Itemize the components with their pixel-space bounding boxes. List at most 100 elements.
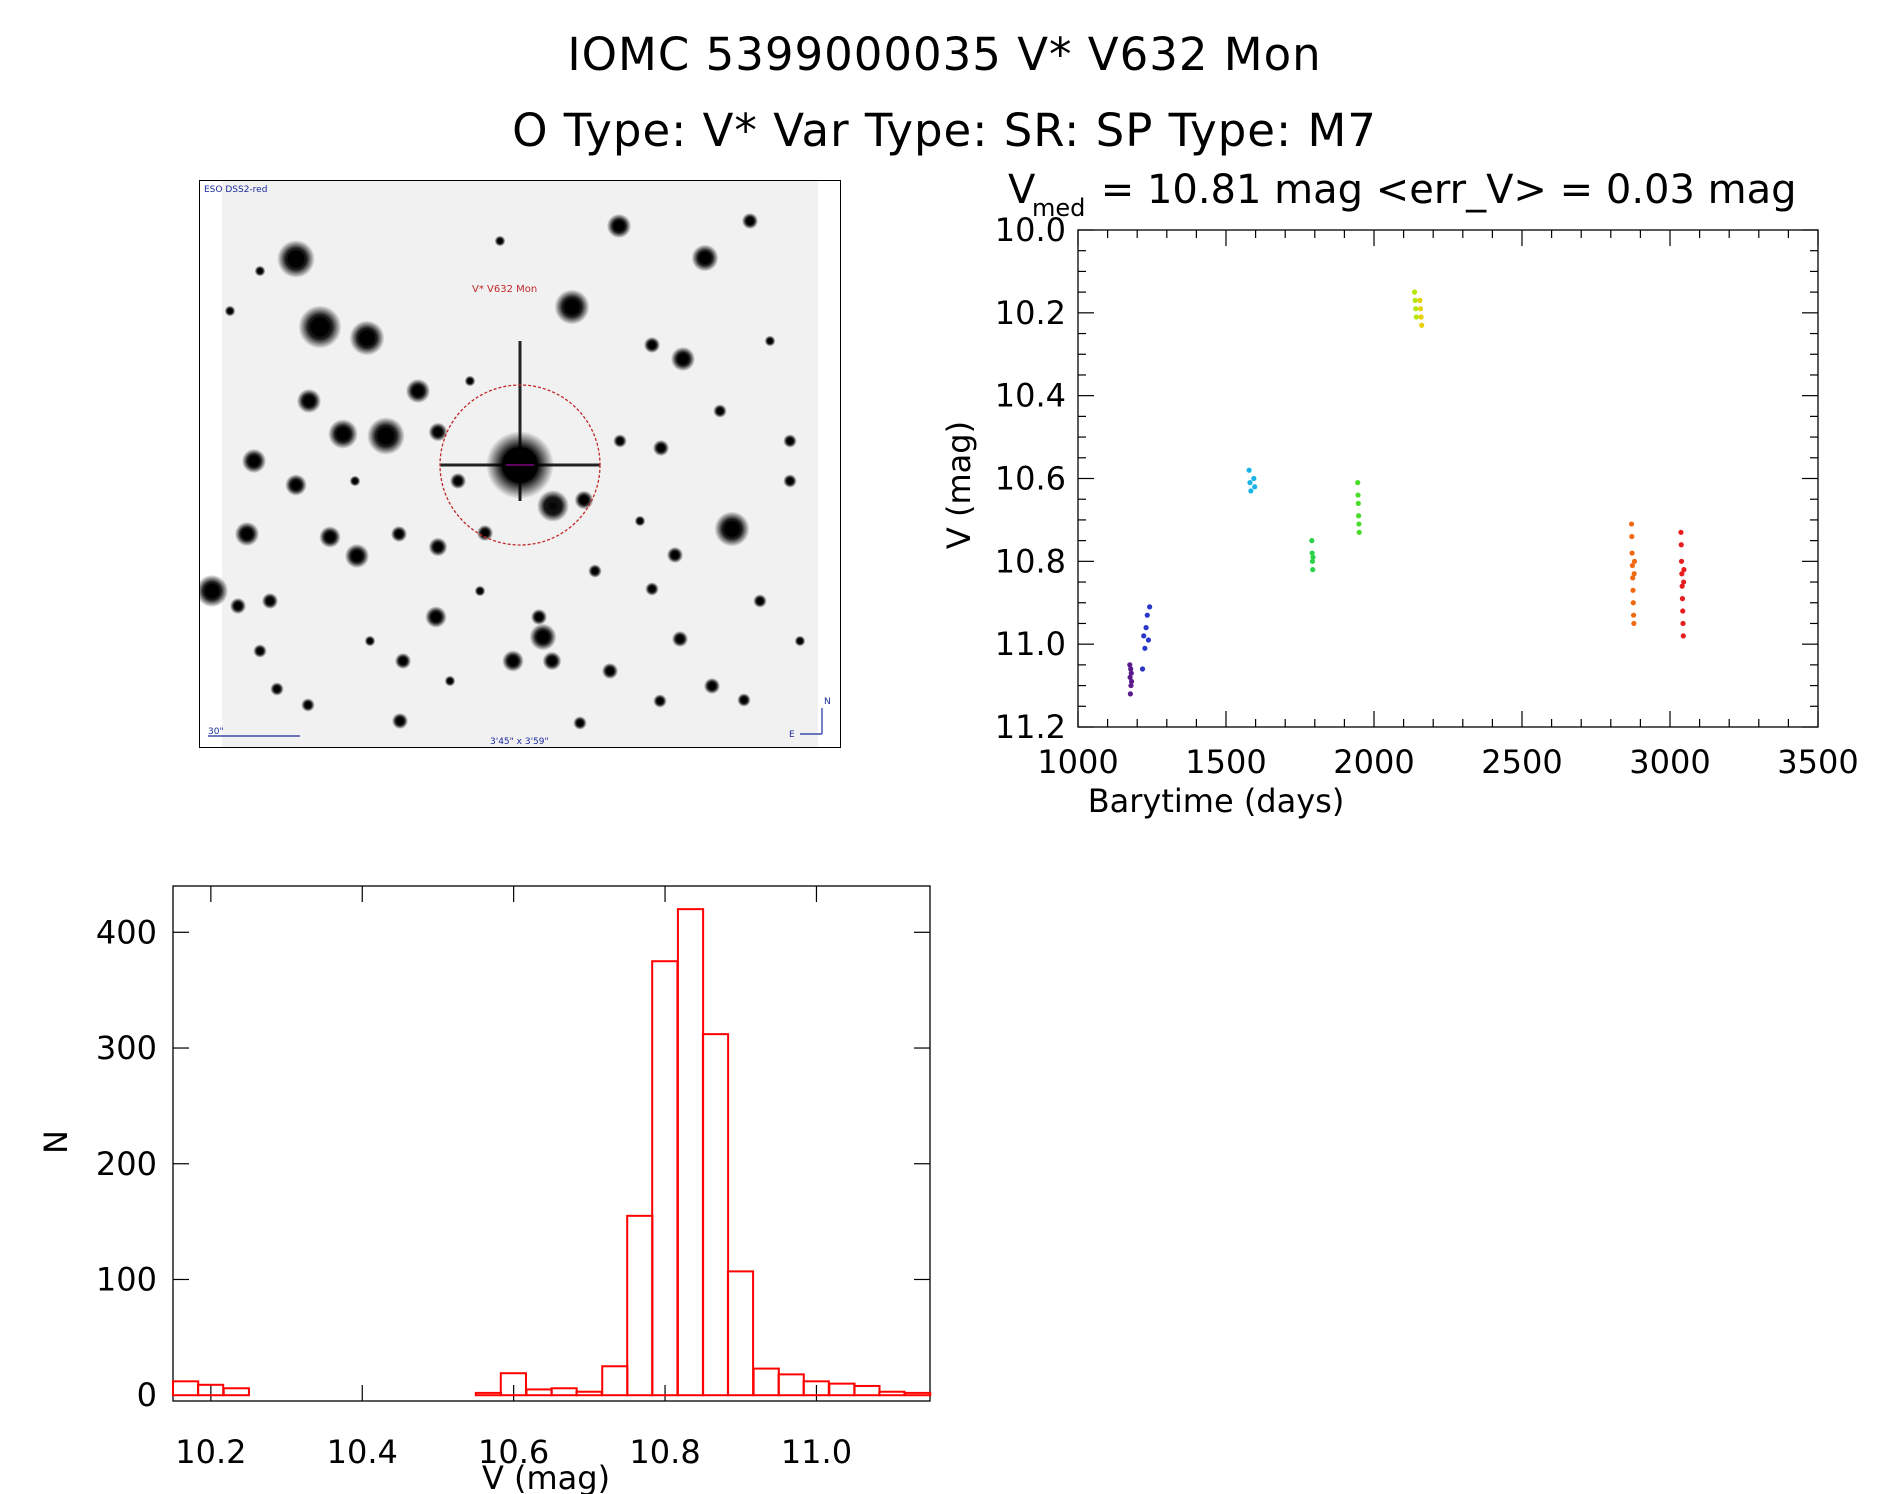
lc-point-season-9 [1680,620,1686,627]
finder-star-core [274,686,280,692]
finder-star-core [325,532,335,542]
lc-xlabel: Barytime (days) [1088,782,1345,820]
lc-ytick-label: 11.2 [995,708,1066,746]
finder-star-core [352,478,358,484]
lc-point-season-4 [1310,567,1316,573]
hist-ylabel: N [37,1130,75,1154]
lc-point-season-3 [1251,475,1257,482]
lc-point-season-4 [1309,538,1315,544]
lc-ytick-label: 10.6 [995,460,1066,498]
lc-point-season-8 [1631,558,1638,564]
lc-point-season-9 [1678,542,1684,548]
lc-point-season-9 [1679,571,1685,577]
finder-chart-image: ESO DSS2-red V* V632 Mon 30" 3'45" x 3'5… [199,180,841,748]
hist-bar [828,1382,856,1397]
lc-point-season-7 [1417,306,1424,312]
lc-point-season-3 [1252,484,1258,490]
lc-point-season-7 [1417,297,1423,304]
hist-ytick-label: 400 [96,913,157,951]
finder-star-core [291,480,301,490]
lc-point-season-5 [1355,500,1361,506]
lc-point-season-2 [1142,645,1148,651]
finder-star-core [395,530,403,538]
hist-bar [878,1390,906,1397]
hist-bar [222,1387,250,1397]
finder-star-core [767,338,773,344]
finder-star-core [547,656,557,666]
lc-point-season-8 [1629,562,1636,569]
lc-xtick-label: 2000 [1333,743,1414,781]
finder-star-core [508,656,518,666]
finder-star-core [433,427,443,437]
hist-bar [853,1384,881,1397]
finder-star-core [535,613,543,621]
finder-star-field [200,212,806,730]
lc-point-season-2 [1143,625,1149,631]
finder-right-margin [818,181,840,747]
lc-point-season-3 [1246,467,1252,473]
lc-ylabel: V (mag) [940,421,978,549]
finder-star-core [481,529,489,537]
hist-bar [525,1388,553,1397]
lc-xtick-label: 3000 [1629,743,1710,781]
lc-point-season-8 [1630,600,1636,606]
lc-point-season-8 [1629,550,1635,556]
lc-point-season-5 [1356,521,1362,527]
lc-point-season-4 [1310,554,1316,560]
lc-point-season-9 [1679,583,1685,589]
finder-star-core [617,438,623,444]
lc-point-season-6 [1413,314,1419,320]
lc-point-season-3 [1248,488,1254,494]
lc-point-season-5 [1355,480,1361,486]
hist-bar [474,1391,503,1397]
chart-title-line-1: IOMC 5399000035 V* V632 Mon [567,28,1322,81]
hist-xtick-label: 10.4 [327,1433,398,1471]
target-label: V* V632 Mon [472,284,537,295]
hist-ytick-label: 300 [96,1029,157,1067]
finder-star-core [787,478,793,484]
lc-point-season-4 [1309,558,1316,564]
finder-star-core [234,602,242,610]
lc-point-season-1 [1128,666,1134,672]
finder-star-core [671,551,679,559]
finder-star-core [257,268,263,274]
lc-xtick-label: 1000 [1037,743,1118,781]
finder-star-core [537,631,549,643]
lc-title-rest: = 10.81 mag <err_V> = 0.03 mag [1088,167,1797,213]
lc-point-season-8 [1628,521,1635,527]
compass-arrows: N E [789,697,831,740]
hist-bar [904,1391,932,1397]
finder-star-core [677,353,689,365]
lc-xtick-label: 3500 [1777,743,1858,781]
lc-plot-frame [1077,229,1819,728]
lc-ytick-label: 10.0 [995,211,1066,249]
lc-point-season-6 [1411,289,1418,295]
lc-point-season-8 [1631,571,1637,577]
finder-star-core [676,635,684,643]
lc-point-season-2 [1141,633,1147,639]
compass-east-label: E [789,730,795,740]
lc-point-season-9 [1681,567,1687,573]
finder-star-core [359,330,375,346]
finder-star-core [606,667,614,675]
lc-point-season-7 [1418,314,1424,320]
finder-star-core [266,597,274,605]
lc-point-season-9 [1680,608,1686,614]
hist-bar [701,1033,730,1397]
lc-point-season-5 [1356,513,1362,519]
hist-bar [575,1390,603,1397]
finder-star-core [204,583,220,599]
lc-ytick-label: 10.2 [995,294,1066,332]
hist-bar [777,1373,805,1397]
lc-point-season-2 [1145,637,1152,643]
finder-star-core [577,720,583,726]
finder-star-core [310,317,330,337]
finder-star-core [648,341,656,349]
lc-point-season-1 [1127,674,1133,680]
finder-star-core [746,217,754,225]
lc-point-season-8 [1630,612,1637,618]
finder-star-core [447,678,453,684]
lc-point-season-4 [1309,550,1315,556]
lc-point-season-8 [1630,587,1636,593]
target-aperture-circle [439,384,601,546]
